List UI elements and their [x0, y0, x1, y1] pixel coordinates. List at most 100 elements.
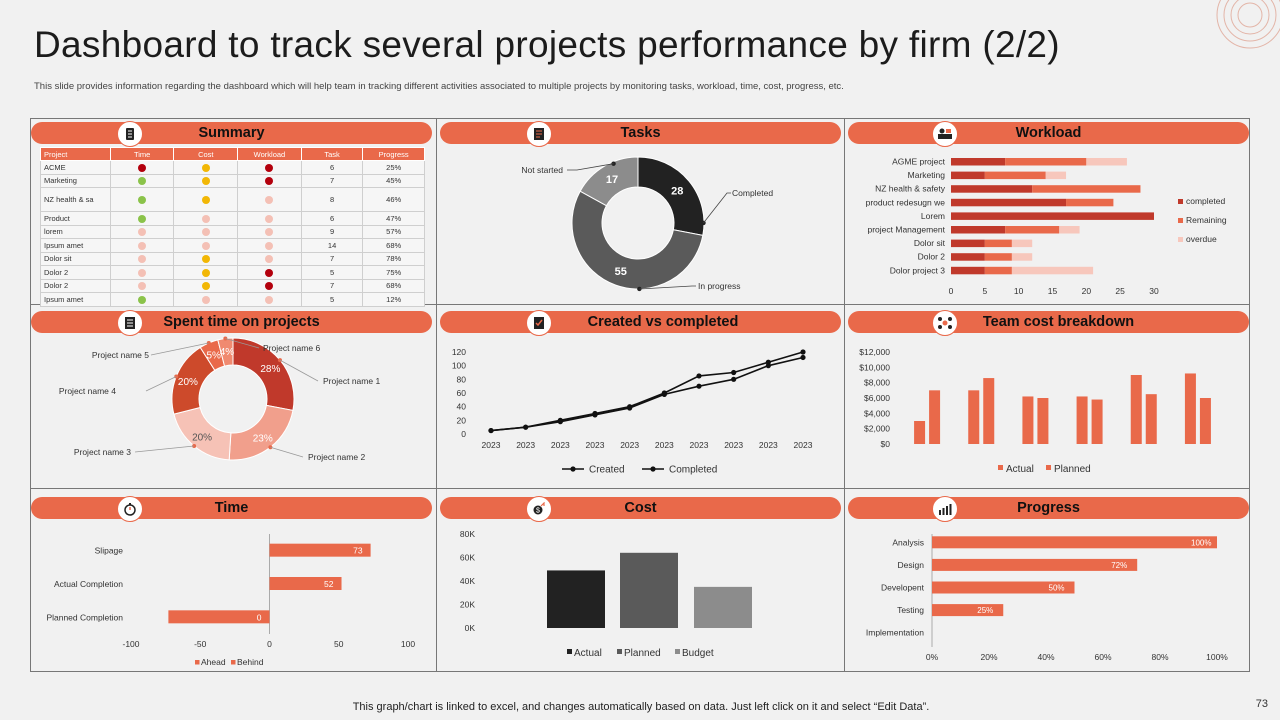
tick-label: 30	[1149, 286, 1159, 296]
progress-cell: 75%	[362, 265, 425, 280]
bar-segment	[951, 239, 985, 248]
bar-segment	[1011, 253, 1033, 261]
legend-swatch	[675, 649, 680, 654]
tick-label: -50	[194, 639, 207, 649]
tick-label: 5	[982, 286, 987, 296]
legend-label: Ahead	[201, 657, 226, 667]
bar	[269, 577, 342, 590]
bar	[1022, 396, 1034, 444]
legend-marker	[570, 466, 576, 472]
bar-segment	[984, 239, 1012, 248]
cost-status-cell	[173, 251, 239, 266]
data-point	[488, 427, 494, 434]
tick-label: 15	[1048, 286, 1058, 296]
project-cell: ACME	[40, 160, 111, 175]
bar	[932, 581, 1075, 594]
teamcost-chart: $0 $2,000 $4,000 $6,000 $8,000 $10,000 $12,000…	[859, 347, 1211, 475]
tick-label: $8,000	[864, 378, 890, 388]
bar-segment	[951, 198, 1067, 207]
bar-segment	[951, 158, 1006, 166]
tick-label: $12,000	[859, 347, 890, 357]
task-cell: 8	[300, 187, 364, 212]
progress-cell: 78%	[362, 251, 425, 266]
workload-status-cell	[237, 224, 302, 239]
status-dot	[265, 255, 274, 264]
table-row: Ipsum amet 5 12%	[40, 292, 425, 307]
tick-label: 2023	[690, 440, 709, 450]
workload-status-cell	[237, 238, 302, 253]
tick-label: 2023	[794, 440, 813, 450]
teamcost-header: Team cost breakdown	[848, 311, 1249, 333]
category-label: NZ health & safety	[875, 184, 946, 194]
project-cell: Dolor 2	[40, 265, 111, 280]
cost-status-cell	[173, 160, 239, 175]
project-cell: Ipsum amet	[40, 238, 111, 253]
time-status-cell	[109, 224, 175, 239]
status-dot	[138, 282, 147, 291]
tick-label: 40	[457, 402, 467, 412]
tick-label: $2,000	[864, 424, 890, 434]
column-header: Time	[109, 147, 175, 161]
bar	[932, 558, 1138, 571]
table-row: NZ health & sa 8 46%	[40, 187, 425, 212]
table-row: Dolor 2 5 75%	[40, 265, 425, 280]
donut-slice	[637, 156, 705, 236]
legend-swatch	[1178, 218, 1183, 223]
legend-swatch	[231, 660, 236, 665]
tick-label: 60	[457, 388, 467, 398]
legend-swatch	[1178, 199, 1183, 204]
workload-status-cell	[237, 173, 302, 188]
tick-label: 2023	[551, 440, 570, 450]
bar	[968, 390, 980, 444]
donut-value-label: 20%	[192, 432, 212, 443]
tick-label: 40K	[460, 576, 475, 586]
tick-label: -100	[122, 639, 139, 649]
data-point	[661, 391, 667, 397]
status-dot	[138, 255, 147, 264]
tasks-header: Tasks	[440, 122, 841, 144]
category-label: Project name 4	[59, 386, 116, 396]
teamcost-title: Team cost breakdown	[982, 314, 1135, 330]
bar	[620, 552, 678, 628]
status-dot	[201, 268, 210, 277]
status-dot	[138, 268, 147, 277]
cost-status-cell	[173, 265, 239, 280]
bar-segment	[1032, 185, 1141, 193]
legend-label: Actual	[574, 648, 602, 659]
bar-value-label: 52	[324, 579, 334, 589]
task-cell: 7	[300, 251, 364, 266]
legend-label: Created	[589, 465, 625, 476]
bar-value-label: 73	[353, 546, 363, 556]
bar-value-label: 0	[257, 612, 262, 622]
tick-label: 20	[1082, 286, 1092, 296]
bar	[1091, 399, 1103, 444]
bar	[1184, 373, 1196, 444]
grid-divider	[30, 488, 1250, 489]
project-cell: NZ health & sa	[40, 187, 111, 212]
progress-cell: 46%	[362, 187, 425, 212]
donut-value-label: 28	[671, 185, 683, 197]
time-title: Time	[214, 500, 249, 516]
bar-segment	[1086, 158, 1127, 166]
footer-note: This graph/chart is linked to excel, and…	[352, 701, 930, 713]
donut-slice	[571, 190, 704, 290]
bar	[1130, 375, 1142, 444]
status-dot	[265, 214, 274, 223]
legend-label: Planned	[624, 648, 661, 659]
data-point	[731, 376, 737, 382]
task-cell: 9	[300, 224, 364, 239]
donut-value-label: 4%	[220, 347, 235, 358]
cost-status-cell	[173, 238, 239, 253]
progress-cell: 12%	[362, 292, 425, 307]
status-dot	[138, 241, 147, 250]
spent-chart: 28% 23% 20% 20% 5%4% Project name 1 Project na…	[59, 336, 380, 462]
leader-dot	[637, 286, 642, 292]
category-label: Project name 3	[74, 447, 131, 457]
status-dot	[265, 163, 274, 172]
status-dot	[201, 214, 210, 223]
column-header: Progress	[362, 147, 425, 161]
page-number: 73	[1255, 698, 1268, 710]
status-dot	[201, 163, 210, 172]
data-point	[696, 383, 702, 389]
bar	[932, 604, 1004, 617]
